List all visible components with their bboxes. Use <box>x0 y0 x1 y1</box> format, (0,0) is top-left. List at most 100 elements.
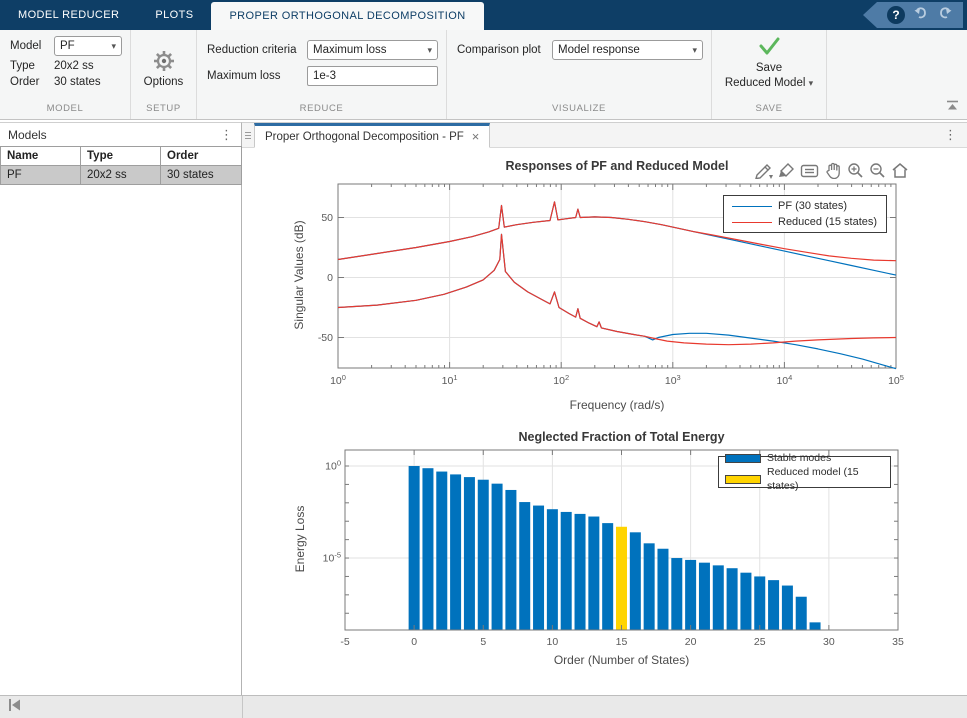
svg-text:100: 100 <box>330 373 346 387</box>
status-bar <box>0 695 967 718</box>
legend-swatch <box>725 475 761 484</box>
ribbon-section-visualize: Comparison plot Model response ▾ VISUALI… <box>447 30 712 119</box>
reduction-criteria-label: Reduction criteria <box>207 44 307 56</box>
collapse-panel-icon[interactable] <box>8 698 21 716</box>
order-value: 30 states <box>54 76 101 88</box>
section-label-setup: SETUP <box>131 102 196 119</box>
ribbon-tab-plots[interactable]: PLOTS <box>137 0 211 30</box>
export-icon[interactable] <box>754 162 773 179</box>
section-label-model: MODEL <box>0 102 130 119</box>
legend-label: PF (30 states) <box>778 198 847 214</box>
ribbon-tab-model-reducer[interactable]: MODEL REDUCER <box>0 0 137 30</box>
svg-text:15: 15 <box>616 636 628 648</box>
legend-swatch <box>725 454 761 463</box>
cell-type: 20x2 ss <box>81 166 161 185</box>
section-label-save: SAVE <box>712 102 826 119</box>
save-button-line2: Reduced Model ▾ <box>725 76 813 91</box>
save-button-line1: Save <box>756 61 782 76</box>
column-header-name[interactable]: Name <box>1 147 81 166</box>
svg-text:10-5: 10-5 <box>323 551 341 565</box>
models-panel-header: Models ⋮ <box>0 123 241 146</box>
column-header-order[interactable]: Order <box>161 147 242 166</box>
svg-text:100: 100 <box>325 459 341 473</box>
ribbon-section-model: Model PF ▾ Type 20x2 ss Order 30 states … <box>0 30 131 119</box>
chart2-title: Neglected Fraction of Total Energy <box>345 430 898 444</box>
document-bar-menu-icon[interactable]: ⋮ <box>934 127 967 143</box>
zoom-in-icon[interactable] <box>847 162 864 179</box>
svg-text:0: 0 <box>327 272 333 284</box>
collapse-ribbon-icon[interactable] <box>946 98 959 116</box>
svg-text:-50: -50 <box>318 332 333 344</box>
redo-icon[interactable] <box>937 6 953 25</box>
undo-icon[interactable] <box>913 6 929 25</box>
svg-text:103: 103 <box>665 373 681 387</box>
datatips-icon[interactable] <box>800 163 819 179</box>
brush-icon[interactable] <box>778 162 795 179</box>
maximum-loss-input[interactable] <box>307 66 438 86</box>
svg-text:104: 104 <box>776 373 792 387</box>
cell-name: PF <box>1 166 81 185</box>
models-panel-menu-icon[interactable]: ⋮ <box>220 127 233 143</box>
help-button[interactable]: ? <box>887 6 905 24</box>
document-tab-bar: Proper Orthogonal Decomposition - PF × ⋮ <box>242 122 967 148</box>
ribbon-tab-bar: MODEL REDUCER PLOTS PROPER ORTHOGONAL DE… <box>0 0 967 30</box>
models-panel: Models ⋮ Name Type Order PF 20x2 ss 30 s… <box>0 122 242 695</box>
gear-icon <box>152 49 176 76</box>
maximum-loss-label: Maximum loss <box>207 70 307 82</box>
restore-view-icon[interactable] <box>891 162 909 179</box>
order-label: Order <box>10 76 54 88</box>
legend-entry: Stable modes <box>719 451 890 465</box>
legend-label: Reduced model (15 states) <box>767 465 884 493</box>
svg-text:102: 102 <box>553 373 569 387</box>
section-label-reduce: REDUCE <box>197 102 446 119</box>
chart1-xlabel: Frequency (rad/s) <box>338 398 896 412</box>
svg-text:0: 0 <box>411 636 417 648</box>
svg-text:5: 5 <box>480 636 486 648</box>
legend-line-sample <box>732 206 772 207</box>
table-row[interactable]: PF 20x2 ss 30 states <box>1 166 242 185</box>
chevron-down-icon: ▾ <box>427 45 432 56</box>
quick-access-bar: ? <box>863 2 963 28</box>
zoom-out-icon[interactable] <box>869 162 886 179</box>
options-button-label: Options <box>144 76 184 88</box>
svg-text:105: 105 <box>888 373 904 387</box>
comparison-plot-dropdown[interactable]: Model response ▾ <box>552 40 703 60</box>
column-header-type[interactable]: Type <box>81 147 161 166</box>
svg-text:-5: -5 <box>340 636 349 648</box>
save-reduced-model-button[interactable]: Save Reduced Model ▾ <box>712 30 826 102</box>
chart1-ylabel: Singular Values (dB) <box>292 190 306 360</box>
svg-text:20: 20 <box>685 636 697 648</box>
models-table-header-row: Name Type Order <box>1 147 242 166</box>
svg-text:10: 10 <box>547 636 559 648</box>
document-tab-pod-pf[interactable]: Proper Orthogonal Decomposition - PF × <box>254 123 490 148</box>
svg-text:30: 30 <box>823 636 835 648</box>
document-tab-title: Proper Orthogonal Decomposition - PF <box>265 131 464 143</box>
chart2-xlabel: Order (Number of States) <box>345 653 898 667</box>
chart1-legend: PF (30 states)Reduced (15 states) <box>723 195 887 233</box>
model-dropdown[interactable]: PF ▾ <box>54 36 122 56</box>
svg-text:25: 25 <box>754 636 766 648</box>
close-icon[interactable]: × <box>472 129 480 144</box>
chevron-down-icon: ▾ <box>111 41 116 52</box>
reduction-criteria-dropdown[interactable]: Maximum loss ▾ <box>307 40 438 60</box>
comparison-plot-value: Model response <box>558 44 640 56</box>
model-label: Model <box>10 40 54 52</box>
type-value: 20x2 ss <box>54 60 94 72</box>
svg-text:35: 35 <box>892 636 904 648</box>
model-dropdown-value: PF <box>60 40 75 52</box>
axes-toolbar <box>754 162 909 179</box>
options-button[interactable]: Options <box>131 30 196 102</box>
legend-label: Stable modes <box>767 451 831 465</box>
models-panel-title: Models <box>8 128 47 142</box>
ribbon: Model PF ▾ Type 20x2 ss Order 30 states … <box>0 30 967 120</box>
model-reducer-app: MODEL REDUCER PLOTS PROPER ORTHOGONAL DE… <box>0 0 967 718</box>
comparison-plot-label: Comparison plot <box>457 44 552 56</box>
ribbon-section-reduce: Reduction criteria Maximum loss ▾ Maximu… <box>197 30 447 119</box>
reduction-criteria-value: Maximum loss <box>313 44 386 56</box>
chevron-down-icon: ▾ <box>809 78 814 88</box>
ribbon-tab-proper-orthogonal-decomposition[interactable]: PROPER ORTHOGONAL DECOMPOSITION <box>211 2 483 30</box>
document-bar-grip[interactable] <box>242 123 254 147</box>
section-label-visualize: VISUALIZE <box>447 102 711 119</box>
chart2-legend: Stable modesReduced model (15 states) <box>718 456 891 488</box>
pan-icon[interactable] <box>824 162 842 179</box>
